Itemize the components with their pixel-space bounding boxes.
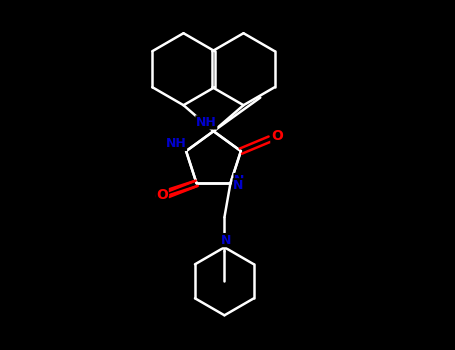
Text: N: N [234, 174, 244, 187]
Text: O: O [271, 129, 283, 143]
Text: NH: NH [196, 116, 217, 129]
Polygon shape [27, 0, 428, 350]
Text: N: N [221, 233, 232, 247]
Text: O: O [155, 190, 167, 204]
Text: O: O [156, 188, 168, 202]
Text: NH: NH [166, 138, 187, 150]
Text: N: N [233, 179, 243, 192]
